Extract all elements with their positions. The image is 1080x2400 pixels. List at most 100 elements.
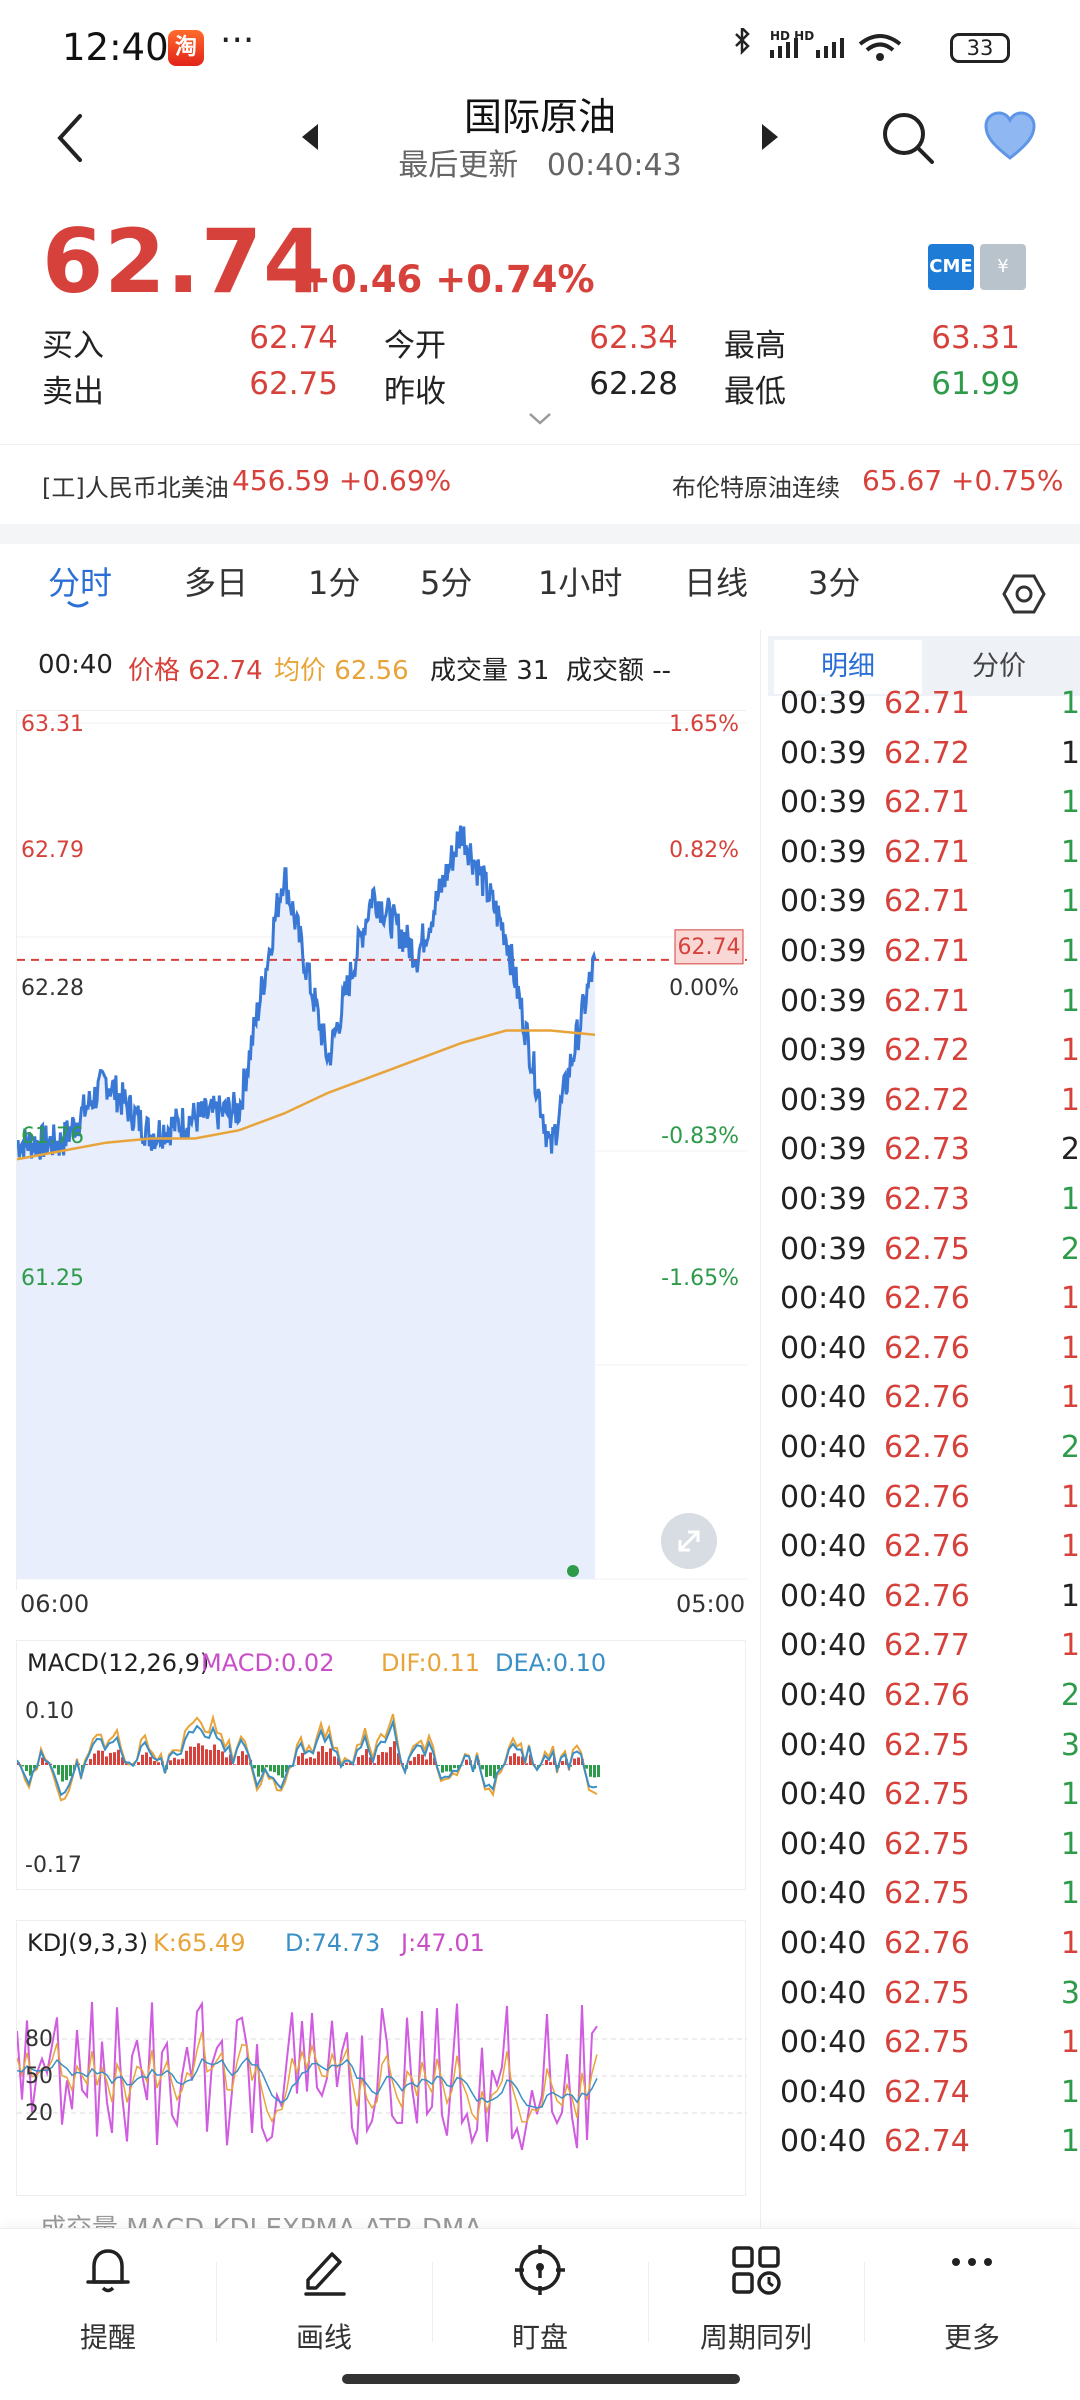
- macd-histogram-bar: [509, 1756, 512, 1765]
- y-axis-left-label: 62.28: [21, 976, 84, 1001]
- trade-row: 00:39 62.75 2: [780, 1232, 1080, 1282]
- macd-histogram-bar: [121, 1757, 124, 1765]
- trade-row: 00:39 62.71 1: [780, 984, 1080, 1034]
- trade-price: 62.75: [884, 1727, 970, 1763]
- trade-row: 00:40 62.76 1: [780, 1529, 1080, 1579]
- tab-3min[interactable]: 3分: [808, 564, 861, 602]
- low-value: 61.99: [931, 366, 1020, 402]
- next-instrument-arrow[interactable]: [760, 122, 780, 152]
- trade-volume: 1: [1060, 1479, 1080, 1515]
- related-left-name[interactable]: [工]人民币北美油: [42, 474, 229, 502]
- trade-volume: 1: [1060, 1082, 1080, 1118]
- macd-histogram-bar: [237, 1756, 240, 1765]
- nav-alert[interactable]: 提醒: [8, 2240, 208, 2360]
- settings-hex-icon[interactable]: [1000, 570, 1048, 618]
- trade-time: 00:39: [780, 884, 867, 920]
- trade-price: 62.72: [884, 1082, 970, 1118]
- macd-histogram-bar: [493, 1765, 496, 1779]
- bell-icon: [86, 2249, 130, 2293]
- nav-divider: [216, 2262, 217, 2342]
- tab-1hour[interactable]: 1小时: [538, 564, 623, 602]
- macd-histogram-bar: [189, 1746, 192, 1765]
- y-axis-right-label: -0.83%: [661, 1124, 739, 1149]
- nav-watch[interactable]: 盯盘: [440, 2240, 640, 2360]
- macd-histogram-bar: [29, 1765, 32, 1776]
- macd-histogram-bar: [229, 1754, 232, 1765]
- related-right-value[interactable]: 65.67 +0.75%: [862, 464, 1064, 497]
- favorite-heart-icon[interactable]: [982, 110, 1038, 162]
- previous-instrument-arrow[interactable]: [300, 122, 320, 152]
- tab-1min[interactable]: 1分: [308, 564, 361, 602]
- intraday-chart[interactable]: 63.31 62.79 62.28 61.76 61.25 1.65% 0.82% 0.00%…: [15, 710, 747, 1591]
- trade-price: 62.72: [884, 735, 970, 771]
- macd-histogram-bar: [445, 1765, 448, 1772]
- macd-histogram-bar: [53, 1765, 56, 1769]
- trade-price: 62.73: [884, 1132, 970, 1168]
- macd-histogram-bar: [169, 1760, 172, 1765]
- trade-volume: 1: [1060, 1033, 1080, 1069]
- macd-histogram-bar: [325, 1751, 328, 1765]
- info-price: 价格 62.74: [128, 650, 263, 687]
- tab-price-distribution[interactable]: 分价: [972, 651, 1026, 682]
- macd-histogram-bar: [317, 1751, 320, 1765]
- related-right-name[interactable]: 布伦特原油连续: [672, 474, 840, 502]
- macd-histogram-bar: [365, 1749, 368, 1765]
- trade-time: 00:40: [780, 1330, 867, 1366]
- prev-close-label: 昨收: [384, 374, 446, 410]
- back-button[interactable]: [50, 108, 90, 168]
- tab-5min[interactable]: 5分: [420, 564, 473, 602]
- trade-row: 00:39 62.71 1: [780, 884, 1080, 934]
- related-left-value[interactable]: 456.59 +0.69%: [232, 464, 452, 497]
- trade-time: 00:39: [780, 1082, 867, 1118]
- macd-histogram-bar: [301, 1752, 304, 1765]
- macd-panel[interactable]: MACD(12,26,9) MACD:0.02 DIF:0.11 DEA:0.1…: [16, 1640, 746, 1890]
- search-icon[interactable]: [880, 110, 936, 166]
- macd-histogram-bar: [545, 1759, 548, 1765]
- trade-time: 00:39: [780, 735, 867, 771]
- macd-histogram-bar: [429, 1752, 432, 1765]
- more-icon: [952, 2258, 992, 2266]
- trade-row: 00:40 62.75 1: [780, 1777, 1080, 1827]
- trade-row: 00:39 62.71 1: [780, 835, 1080, 885]
- fullscreen-expand-icon[interactable]: [660, 1512, 718, 1570]
- trade-volume: 1: [1060, 934, 1080, 969]
- trade-row: 00:40 62.75 1: [780, 2025, 1080, 2075]
- tab-multiday[interactable]: 多日: [184, 564, 249, 602]
- macd-histogram-bar: [573, 1758, 576, 1765]
- nav-divider: [648, 2262, 649, 2342]
- trade-time: 00:39: [780, 983, 867, 1019]
- trade-volume: 1: [1060, 686, 1080, 721]
- nav-period-compare-label: 周期同列: [699, 2321, 812, 2354]
- tab-intraday[interactable]: 分时: [48, 564, 113, 602]
- tab-daily[interactable]: 日线: [684, 564, 749, 602]
- macd-histogram-bar: [389, 1747, 392, 1765]
- expand-chevron-icon[interactable]: [528, 412, 552, 426]
- nav-draw[interactable]: 画线: [224, 2240, 424, 2360]
- currency-yen-icon: ¥: [980, 244, 1026, 290]
- info-volume: 成交量 31: [430, 650, 549, 687]
- trade-volume: 1: [1060, 983, 1080, 1019]
- trade-volume: 2: [1060, 1430, 1080, 1465]
- macd-histogram-bar: [465, 1759, 468, 1765]
- tab-trade-detail[interactable]: 明细: [774, 640, 922, 694]
- trade-row: 00:40 62.75 1: [780, 1827, 1080, 1877]
- ask-label: 卖出: [42, 374, 104, 410]
- kdj-panel[interactable]: KDJ(9,3,3) K:65.49 D:74.73 J:47.01 80 50…: [16, 1920, 747, 2196]
- nav-more[interactable]: 更多: [872, 2240, 1072, 2360]
- trade-price: 62.71: [884, 686, 970, 721]
- macd-histogram-bar: [145, 1752, 148, 1765]
- nav-period-compare[interactable]: 周期同列: [656, 2240, 856, 2360]
- low-label: 最低: [724, 374, 786, 410]
- macd-dif-line: [17, 1713, 598, 1802]
- trade-price: 62.75: [884, 1975, 970, 2011]
- trade-volume: 1: [1060, 1529, 1080, 1565]
- macd-histogram-bar: [449, 1765, 452, 1772]
- last-updated: 最后更新 00:40:43: [0, 140, 1080, 184]
- trade-volume: 1: [1060, 735, 1080, 771]
- trade-price: 62.75: [884, 1826, 970, 1862]
- trade-row: 00:39 62.71 1: [780, 686, 1080, 736]
- macd-histogram-bar: [181, 1758, 184, 1765]
- trade-price: 62.71: [884, 934, 970, 969]
- trade-row: 00:40 62.76 2: [780, 1678, 1080, 1728]
- trade-volume: 3: [1060, 1975, 1080, 2011]
